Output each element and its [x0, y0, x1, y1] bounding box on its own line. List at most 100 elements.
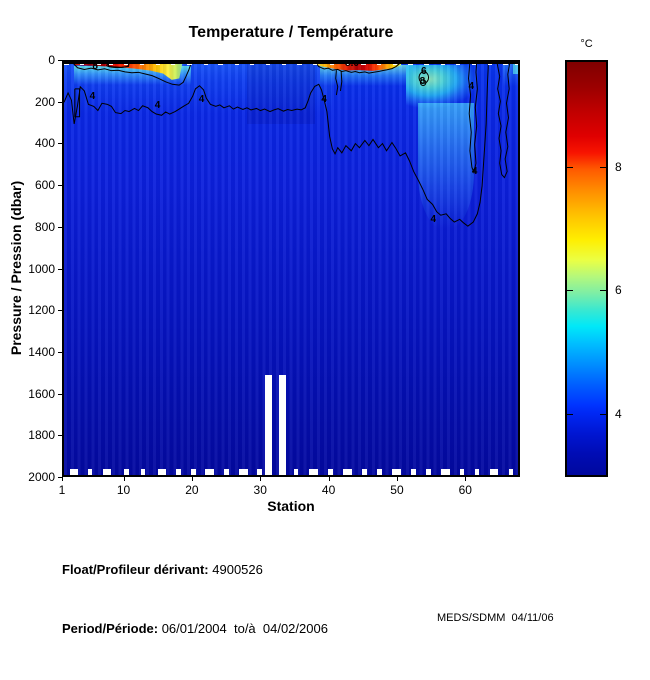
contour-path-level-6	[340, 71, 341, 91]
y-tick-label: 400	[34, 136, 55, 151]
bottom-gap	[328, 469, 333, 475]
colorbar-tick	[600, 413, 606, 415]
contour-path-level-4	[497, 62, 510, 178]
top-axis-line	[64, 62, 518, 64]
warm-plume-tail	[417, 103, 474, 230]
plot-area: 8 4 4 4 4 8.0 6 8 4 4 4	[62, 60, 520, 477]
bottom-gap	[204, 469, 214, 475]
period-line: Period/Période: 06/01/2004 to/à 04/02/20…	[62, 621, 351, 636]
y-tick	[58, 101, 62, 103]
x-axis-label: Station	[267, 498, 315, 514]
colorbar: °C 8 6 4	[565, 38, 622, 477]
x-tick-label: 30	[253, 483, 267, 497]
cyan-strip-right	[320, 65, 413, 86]
contour-label: 8	[419, 75, 426, 87]
contour-ring	[420, 80, 425, 86]
contour-ring	[419, 72, 428, 84]
missing-data-bar	[265, 374, 273, 475]
bottom-gap	[191, 469, 197, 475]
right-corner-cyan	[512, 63, 518, 75]
bottom-gap	[474, 469, 480, 475]
colorbar-gradient	[565, 60, 608, 477]
plot-wrap: 8 4 4 4 4 8.0 6 8 4 4 4 1 10 20 30 40 50 60 0 200 400 600 800…	[28, 53, 520, 497]
x-tick-label: 1	[58, 483, 66, 497]
bottom-gap	[377, 469, 382, 475]
contour-label: 4	[154, 100, 161, 112]
y-tick	[58, 477, 62, 478]
x-tick-label: 50	[390, 483, 404, 497]
page-title: Temperature / Température	[188, 24, 394, 41]
y-tick-label: 800	[34, 219, 55, 234]
y-tick-label: 0	[48, 53, 55, 67]
y-tick-label: 600	[34, 178, 55, 193]
x-tick	[62, 477, 63, 481]
period-value: 06/01/2004 to/à 04/02/2006	[158, 621, 328, 636]
x-tick	[396, 477, 398, 481]
x-tick-label: 10	[116, 483, 131, 497]
bottom-gap	[102, 469, 112, 475]
y-tick	[58, 310, 62, 312]
x-tick	[328, 477, 330, 481]
missing-data-bar	[278, 374, 286, 475]
y-tick-label: 1000	[28, 261, 55, 276]
y-tick	[58, 268, 62, 270]
y-axis-label: Pressure / Pression (dbar)	[8, 180, 24, 356]
float-id-value: 4900526	[208, 562, 263, 577]
x-tick-label: 40	[321, 483, 336, 497]
bottom-gap	[425, 469, 431, 475]
bottom-gap	[391, 469, 401, 475]
y-tick	[58, 185, 62, 187]
y-tick	[58, 435, 62, 437]
contour-lines	[64, 62, 518, 475]
colorbar-tick-label: 4	[615, 406, 622, 421]
y-tick-label: 1400	[28, 344, 55, 359]
x-tick-label: 20	[185, 483, 199, 497]
bottom-gap	[459, 469, 465, 475]
contour-label: 6	[421, 65, 427, 77]
bottom-gap	[489, 469, 499, 475]
bottom-gap	[223, 469, 229, 475]
y-tick	[58, 60, 62, 61]
contour-label: 4	[468, 80, 475, 92]
colorbar-tick	[600, 290, 606, 292]
bottom-gap	[124, 469, 130, 475]
contour-label: 4	[198, 94, 205, 106]
credit-stamp: MEDS/SDMM 04/11/06	[437, 612, 554, 624]
y-tick	[58, 351, 62, 353]
footer: Float/Profileur dérivant: 4900526 Period…	[62, 526, 351, 680]
bottom-gap	[140, 469, 146, 475]
colorbar-unit-label: °C	[580, 38, 593, 50]
bottom-gap	[343, 469, 352, 475]
x-tick	[260, 477, 262, 481]
contour-path-level-6	[73, 62, 191, 85]
y-tick-label: 1200	[28, 303, 55, 318]
contour-path-level-4	[64, 62, 488, 226]
contour-label: 8	[92, 61, 98, 73]
bottom-gap	[257, 469, 262, 475]
float-id-line: Float/Profileur dérivant: 4900526	[62, 562, 351, 577]
y-tick-label: 1600	[28, 386, 55, 401]
bottom-gap	[293, 469, 299, 475]
colorbar-tick	[567, 413, 573, 415]
bottom-gap	[362, 469, 367, 475]
colorbar-tick	[567, 290, 573, 292]
x-tick	[191, 477, 193, 481]
y-tick	[58, 393, 62, 395]
contour-label: 4	[430, 213, 437, 225]
contour-path-level-6	[336, 70, 338, 95]
bottom-gap	[410, 469, 416, 475]
colorbar-tick	[600, 166, 606, 168]
y-tick-label: 200	[34, 94, 55, 109]
x-tick	[123, 477, 125, 481]
surface-warm-band-right	[316, 62, 402, 71]
contour-label: 4	[321, 94, 327, 106]
y-tick-label: 1800	[28, 428, 55, 443]
contour-path-level-6	[316, 62, 400, 73]
contour-path-level-4	[75, 89, 80, 117]
period-label: Period/Période:	[62, 621, 159, 636]
bottom-gap	[70, 469, 78, 475]
y-tick	[58, 143, 62, 145]
bottom-gap	[309, 469, 319, 475]
bottom-gap	[87, 469, 93, 475]
